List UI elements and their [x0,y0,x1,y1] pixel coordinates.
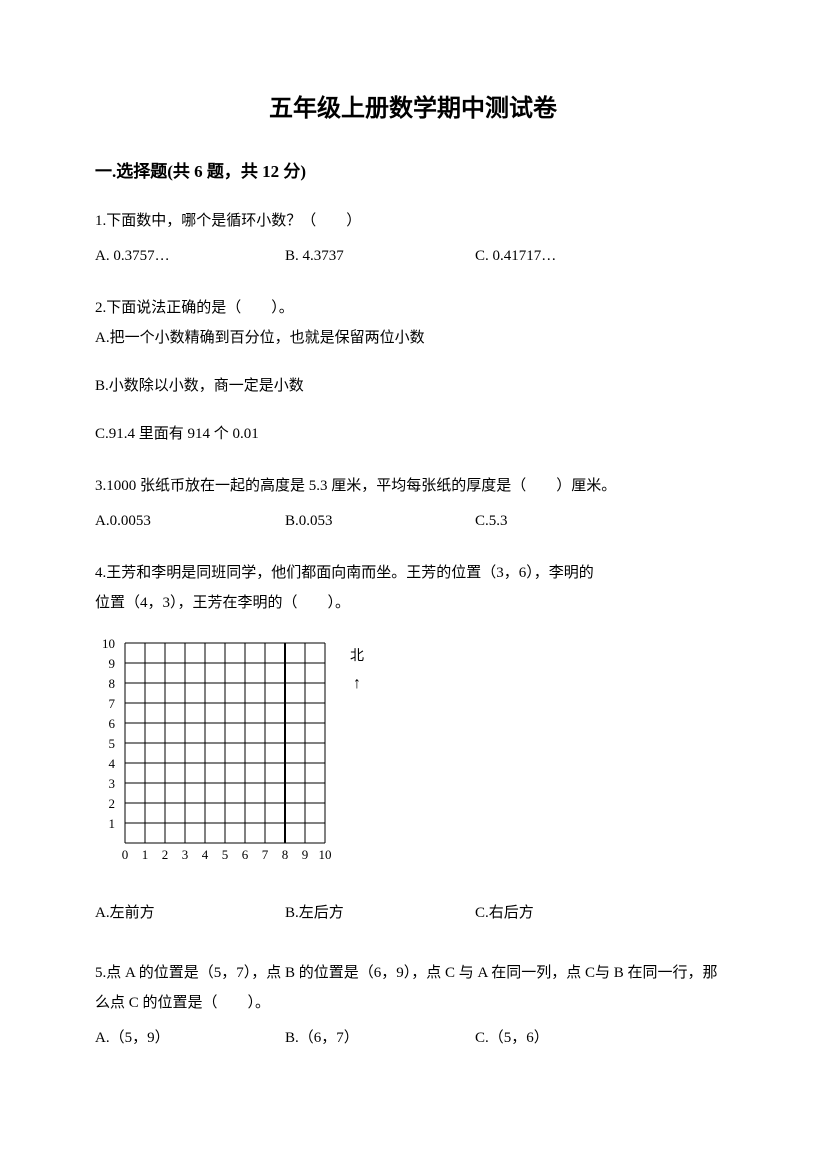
question-1: 1.下面数中，哪个是循环小数？（ ） A. 0.3757… B. 4.3737 … [95,206,731,271]
question-2: 2.下面说法正确的是（ ）。 A.把一个小数精确到百分位，也就是保留两位小数 B… [95,293,731,449]
section-1-header: 一.选择题(共 6 题，共 12 分) [95,158,731,185]
svg-text:10: 10 [319,847,332,862]
question-5: 5.点 A 的位置是（5，7），点 B 的位置是（6，9），点 C 与 A 在同… [95,958,731,1053]
q2-option-a: A.把一个小数精确到百分位，也就是保留两位小数 [95,323,731,353]
q1-option-b: B. 4.3737 [285,241,475,271]
svg-text:4: 4 [109,756,116,771]
q5-options: A.（5，9） B.（6，7） C.（5，6） [95,1023,731,1053]
q1-options: A. 0.3757… B. 4.3737 C. 0.41717… [95,241,731,271]
svg-text:1: 1 [109,816,116,831]
svg-text:3: 3 [182,847,189,862]
q5-option-a: A.（5，9） [95,1023,285,1053]
question-3: 3.1000 张纸币放在一起的高度是 5.3 厘米，平均每张纸的厚度是（ ）厘米… [95,471,731,536]
coordinate-grid: 12345678910012345678910 [95,633,375,868]
svg-text:7: 7 [262,847,269,862]
north-text: 北 [350,649,364,664]
svg-text:7: 7 [109,696,116,711]
svg-text:0: 0 [122,847,129,862]
q4-grid-container: 12345678910012345678910 北 ↑ [95,633,375,868]
north-indicator: 北 ↑ [350,643,364,699]
question-4: 4.王芳和李明是同班同学，他们都面向南而坐。王芳的位置（3，6），李明的 位置（… [95,558,731,928]
svg-text:2: 2 [162,847,169,862]
q5-option-b: B.（6，7） [285,1023,475,1053]
q3-option-b: B.0.053 [285,506,475,536]
q3-text: 3.1000 张纸币放在一起的高度是 5.3 厘米，平均每张纸的厚度是（ ）厘米… [95,471,731,501]
q2-option-b: B.小数除以小数，商一定是小数 [95,371,731,401]
q3-option-a: A.0.0053 [95,506,285,536]
svg-text:6: 6 [242,847,249,862]
svg-text:5: 5 [109,736,116,751]
svg-text:4: 4 [202,847,209,862]
svg-text:1: 1 [142,847,149,862]
q1-option-c: C. 0.41717… [475,241,655,271]
q4-options: A.左前方 B.左后方 C.右后方 [95,898,731,928]
svg-text:2: 2 [109,796,116,811]
svg-text:9: 9 [109,656,116,671]
q4-line1: 4.王芳和李明是同班同学，他们都面向南而坐。王芳的位置（3，6），李明的 [95,558,731,588]
q2-option-c: C.91.4 里面有 914 个 0.01 [95,419,731,449]
svg-text:8: 8 [109,676,116,691]
page-title: 五年级上册数学期中测试卷 [95,90,731,128]
svg-text:9: 9 [302,847,309,862]
q2-text: 2.下面说法正确的是（ ）。 [95,293,731,323]
svg-text:10: 10 [102,636,115,651]
q1-text: 1.下面数中，哪个是循环小数？（ ） [95,206,731,236]
north-arrow-icon: ↑ [353,675,361,692]
svg-text:8: 8 [282,847,289,862]
q4-option-b: B.左后方 [285,898,475,928]
svg-text:5: 5 [222,847,229,862]
svg-text:3: 3 [109,776,116,791]
q5-option-c: C.（5，6） [475,1023,655,1053]
svg-text:6: 6 [109,716,116,731]
q4-line2: 位置（4，3），王芳在李明的（ ）。 [95,588,731,618]
q4-option-c: C.右后方 [475,898,655,928]
q3-options: A.0.0053 B.0.053 C.5.3 [95,506,731,536]
q3-option-c: C.5.3 [475,506,655,536]
q1-option-a: A. 0.3757… [95,241,285,271]
q5-text: 5.点 A 的位置是（5，7），点 B 的位置是（6，9），点 C 与 A 在同… [95,958,731,1018]
q4-option-a: A.左前方 [95,898,285,928]
